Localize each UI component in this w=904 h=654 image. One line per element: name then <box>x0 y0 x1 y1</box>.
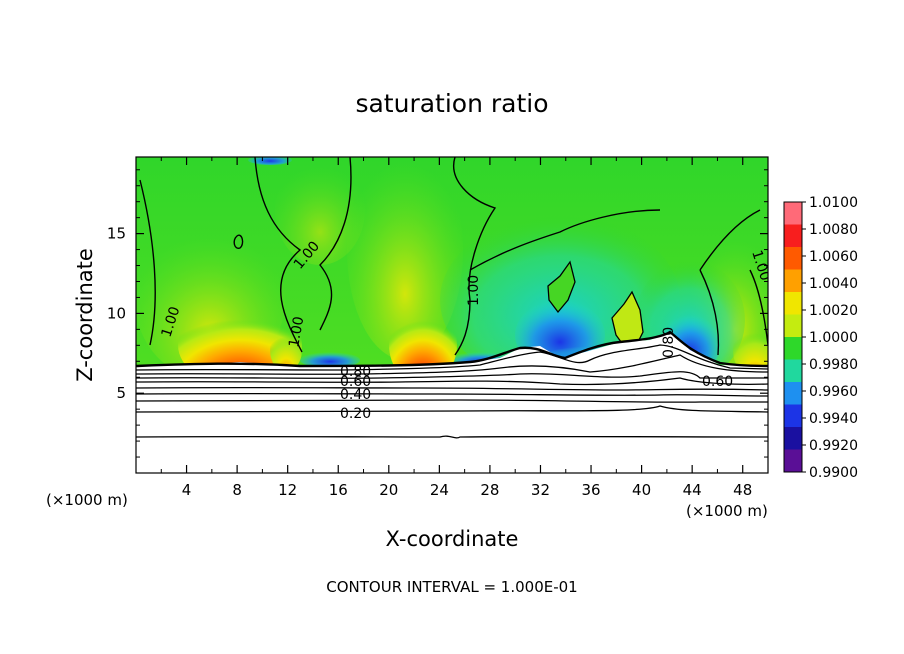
hot-spot <box>270 328 302 372</box>
x-tick-label: 36 <box>581 481 600 499</box>
colorbar-swatch <box>784 449 802 473</box>
x-tick-label: 24 <box>430 481 449 499</box>
contour-label: 1.00 <box>286 315 307 348</box>
contour-label: 0.80 <box>340 364 371 380</box>
y-tick-label: 5 <box>116 384 126 402</box>
dry-region <box>248 157 292 165</box>
lower-contours <box>136 330 768 439</box>
plot-field: 1.00 1.00 1.00 1.00 1.00 0.80 0.60 0.40 … <box>136 157 768 473</box>
contour-label: 0.40 <box>340 387 371 403</box>
x-axis-label: X-coordinate <box>386 527 519 551</box>
x-tick-label: 12 <box>278 481 297 499</box>
x-tick-label: 32 <box>531 481 550 499</box>
colorbar-swatch <box>784 404 802 428</box>
colorbar-swatch <box>784 202 802 225</box>
colorbar-label: 1.0000 <box>809 330 858 346</box>
colorbar-swatch <box>784 292 802 315</box>
colorbar: 1.0100 1.0080 1.0060 1.0040 1.0020 1.0000 0.99… <box>783 195 858 481</box>
y-tick-label: 15 <box>107 225 126 243</box>
saturated-island <box>547 260 576 314</box>
x-ticks: 4 8 12 16 20 24 28 32 36 40 44 48 <box>160 157 752 499</box>
chart-title: saturation ratio <box>355 89 548 118</box>
saturated-island <box>611 290 644 347</box>
moist-plume <box>275 157 365 265</box>
colorbar-swatch <box>784 359 802 383</box>
x-unit-right: (×1000 m) <box>686 502 768 520</box>
colorbar-swatch <box>784 314 802 338</box>
x-tick-label: 40 <box>632 481 651 499</box>
x-unit-left: (×1000 m) <box>46 491 128 509</box>
colorbar-label: 0.9940 <box>809 411 858 427</box>
contour-interval-note: CONTOUR INTERVAL = 1.000E-01 <box>326 578 577 596</box>
contour-label: 0.60 <box>702 374 733 390</box>
x-tick-label: 44 <box>683 481 702 499</box>
colorbar-label: 1.0040 <box>809 276 858 292</box>
x-tick-label: 4 <box>182 481 192 499</box>
colorbar-swatch <box>784 269 802 293</box>
x-tick-label: 28 <box>480 481 499 499</box>
colorbar-label: 1.0020 <box>809 303 858 319</box>
colorbar-label: 1.0060 <box>809 249 858 265</box>
x-tick-label: 48 <box>733 481 752 499</box>
y-tick-label: 10 <box>107 304 126 322</box>
contour-label: 1.00 <box>466 275 482 306</box>
plot-frame <box>135 156 769 474</box>
x-tick-label: 8 <box>232 481 242 499</box>
colorbar-label: 1.0100 <box>809 195 858 211</box>
y-axis-label: Z-coordinate <box>73 248 97 382</box>
y-ticks: 5 10 15 <box>107 169 768 458</box>
colorbar-swatch <box>784 382 802 405</box>
colorbar-swatch <box>784 247 802 270</box>
dry-region <box>300 352 360 368</box>
subsaturated-layer <box>136 332 768 473</box>
upper-contours <box>139 157 768 356</box>
colorbar-label: 1.0080 <box>809 222 858 238</box>
x-tick-label: 16 <box>329 481 348 499</box>
hot-spot <box>733 322 768 378</box>
colorbar-label: 0.9960 <box>809 384 858 400</box>
contour-label: 0.80 <box>661 327 677 358</box>
colorbar-label: 0.9900 <box>809 465 858 481</box>
contour-label: 0.20 <box>340 406 371 422</box>
colorbar-label: 0.9920 <box>809 438 858 454</box>
colorbar-swatch <box>784 337 802 360</box>
colorbar-swatch <box>784 427 802 450</box>
contour-label: 0.60 <box>340 374 371 390</box>
colorbar-swatch <box>784 224 802 248</box>
colorbar-label: 0.9980 <box>809 357 858 373</box>
x-tick-label: 20 <box>379 481 398 499</box>
